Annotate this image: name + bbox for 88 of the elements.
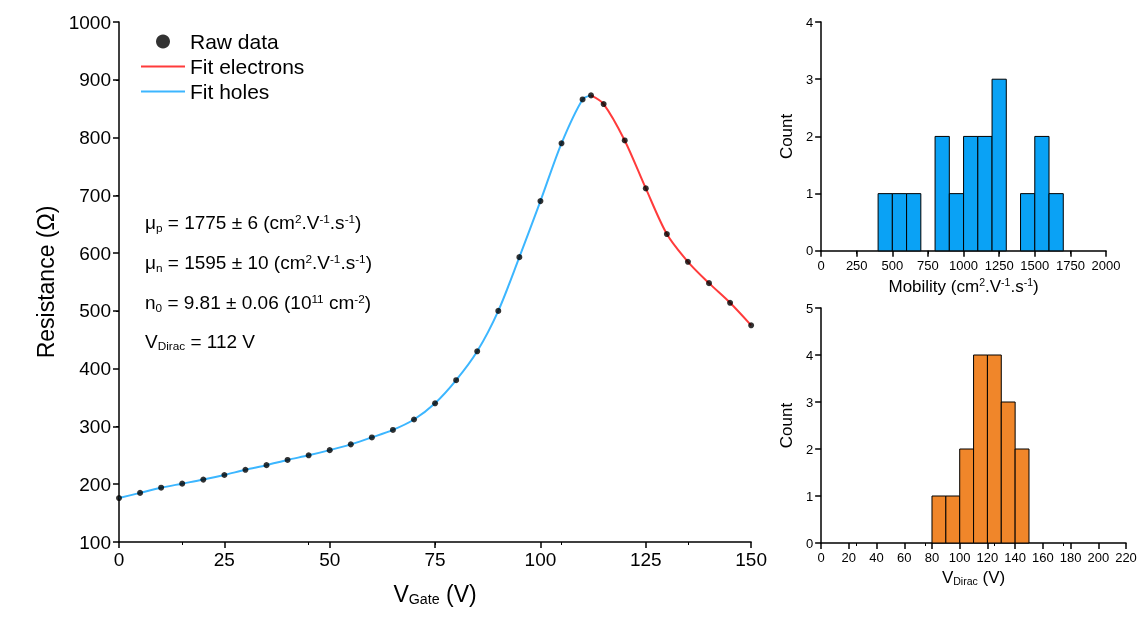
point: [326, 447, 333, 454]
x-tick-label: 100: [948, 550, 971, 565]
y-tick-label: 3: [805, 71, 814, 87]
y-tick-label: 700: [79, 184, 111, 206]
x-tick-label: 500: [881, 257, 904, 273]
x-tick-label: 220: [1115, 550, 1137, 565]
y-tick-label: 1000: [68, 11, 111, 33]
y-axis-title: Count: [777, 402, 796, 449]
point: [137, 489, 144, 496]
legend-label: Fit electrons: [190, 55, 305, 78]
line-series: [590, 94, 753, 327]
x-tick-label: 200: [1087, 550, 1110, 565]
point: [663, 231, 670, 238]
point: [200, 476, 207, 483]
point: [411, 416, 417, 423]
x-tick-label: 60: [897, 550, 912, 565]
point: [242, 466, 249, 473]
y-tick-label: 300: [79, 415, 111, 437]
y-tick-label: 4: [805, 14, 814, 30]
x-tick-label: 1000: [949, 257, 979, 273]
point: [727, 299, 734, 306]
x-tick-label: 100: [524, 549, 557, 570]
point: [537, 198, 544, 205]
legend-label: Raw data: [190, 30, 280, 53]
y-tick-label: 5: [805, 300, 814, 316]
x-tick-label: 25: [213, 549, 235, 570]
y-axis-title: Resistance (Ω): [32, 205, 59, 359]
point: [347, 441, 354, 448]
point: [474, 348, 481, 355]
point: [579, 96, 586, 103]
y-tick-label: 1: [805, 488, 814, 504]
point: [516, 254, 523, 261]
y-tick-label: 2: [805, 128, 814, 144]
x-tick-label: 250: [845, 257, 868, 273]
point: [684, 258, 691, 265]
x-axis-title: VDirac (V): [941, 567, 1006, 588]
x-tick-label: 750: [917, 257, 939, 273]
x-tick-label: 150: [735, 549, 767, 570]
y-tick-label: 600: [79, 242, 111, 264]
point: [600, 101, 607, 108]
point: [495, 307, 502, 314]
x-tick-label: 120: [976, 550, 999, 565]
x-tick-label: 1250: [984, 257, 1014, 273]
point: [158, 484, 165, 491]
point: [368, 434, 375, 441]
x-tick-label: 75: [424, 549, 446, 570]
annotation: VDirac = 112 V: [145, 331, 256, 353]
y-tick-label: 4: [805, 347, 814, 363]
x-tick-label: 50: [319, 549, 341, 570]
x-tick-label: 20: [841, 550, 857, 565]
point: [305, 452, 312, 459]
x-axis-title: VGate (V): [393, 581, 477, 608]
x-tick-label: 80: [924, 550, 940, 565]
y-tick-label: 800: [79, 127, 111, 149]
y-tick-label: 3: [805, 394, 814, 410]
y-tick-label: 2: [805, 441, 814, 457]
point: [116, 495, 122, 502]
y-tick-label: 400: [79, 358, 111, 380]
point: [179, 480, 186, 487]
x-tick-label: 40: [869, 550, 884, 565]
point: [642, 185, 649, 192]
point: [221, 471, 228, 478]
point: [284, 456, 291, 463]
y-tick-label: 900: [79, 69, 111, 91]
point: [453, 377, 460, 384]
point: [389, 426, 396, 433]
x-tick-label: 0: [113, 549, 125, 570]
point: [588, 92, 595, 99]
y-tick-label: 0: [805, 535, 814, 551]
legend-label: Fit holes: [190, 80, 270, 103]
x-tick-label: 180: [1059, 550, 1082, 565]
x-tick-label: 1750: [1055, 257, 1085, 273]
point: [706, 280, 713, 287]
x-tick-label: 1500: [1020, 257, 1050, 273]
point: [432, 400, 439, 407]
x-tick-label: 125: [629, 549, 662, 570]
point: [748, 322, 755, 329]
y-tick-label: 200: [79, 473, 111, 495]
x-tick-label: 0: [817, 550, 825, 565]
x-tick-label: 0: [817, 257, 825, 273]
y-tick-label: 500: [79, 300, 111, 322]
y-tick-label: 1: [805, 186, 814, 202]
y-axis-title: Count: [777, 113, 796, 160]
x-tick-label: 2000: [1091, 257, 1121, 273]
y-tick-label: 0: [805, 243, 814, 259]
x-tick-label: 160: [1032, 550, 1054, 565]
x-tick-label: 140: [1004, 550, 1026, 565]
point: [263, 462, 270, 469]
